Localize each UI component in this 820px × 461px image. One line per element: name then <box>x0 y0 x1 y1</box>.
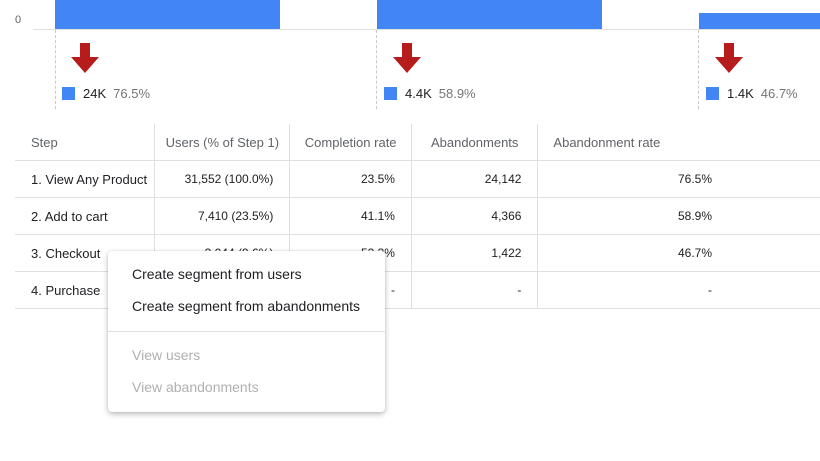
table-row[interactable]: 2. Add to cart 7,410 (23.5%) 41.1% 4,366… <box>15 197 820 235</box>
down-arrow-icon <box>71 43 99 73</box>
cell-step[interactable]: 2. Add to cart <box>15 197 155 235</box>
step-divider <box>376 30 377 109</box>
down-arrow-icon <box>393 43 421 73</box>
step-divider <box>698 30 699 109</box>
abandonment-percent: 46.7% <box>760 85 798 101</box>
abandonment-percent: 58.9% <box>438 85 476 101</box>
table-row[interactable]: 1. View Any Product 31,552 (100.0%) 23.5… <box>15 160 820 198</box>
legend-swatch <box>384 86 397 100</box>
abandonment-label-step-1[interactable]: 24K 76.5% <box>62 85 151 101</box>
header-step[interactable]: Step <box>15 124 155 161</box>
abandonment-label-step-2[interactable]: 4.4K 58.9% <box>384 85 476 101</box>
cell-abandonment-rate: - <box>537 271 820 309</box>
header-completion-rate[interactable]: Completion rate <box>289 124 412 161</box>
cell-abandonments[interactable]: 24,142 <box>410 160 538 198</box>
cell-abandonment-rate: 76.5% <box>537 160 820 198</box>
header-abandonments[interactable]: Abandonments <box>410 124 538 161</box>
abandonment-label-step-3[interactable]: 1.4K 46.7% <box>706 85 798 101</box>
abandonment-count: 1.4K <box>727 85 754 101</box>
cell-users[interactable]: 7,410 (23.5%) <box>154 197 290 235</box>
abandonment-percent: 76.5% <box>113 85 151 101</box>
cell-abandonments[interactable]: 1,422 <box>410 234 538 272</box>
cell-completion-rate: 41.1% <box>289 197 412 235</box>
bar-step-2[interactable] <box>377 0 602 29</box>
bar-step-3[interactable] <box>699 13 820 29</box>
table-header-row: Step Users (% of Step 1) Completion rate… <box>15 124 820 161</box>
menu-divider <box>108 331 385 332</box>
cell-abandonments: - <box>410 271 538 309</box>
header-users[interactable]: Users (% of Step 1) <box>154 124 290 161</box>
cell-users[interactable]: 31,552 (100.0%) <box>154 160 290 198</box>
abandonment-count: 4.4K <box>405 85 432 101</box>
cell-abandonment-rate: 58.9% <box>537 197 820 235</box>
y-axis-zero-label: 0 <box>15 14 22 26</box>
cell-completion-rate: 23.5% <box>289 160 412 198</box>
context-menu: Create segment from users Create segment… <box>108 251 385 412</box>
view-users-item: View users <box>132 347 201 363</box>
header-abandonment-rate[interactable]: Abandonment rate <box>537 124 820 161</box>
cell-abandonments[interactable]: 4,366 <box>410 197 538 235</box>
down-arrow-icon <box>715 43 743 73</box>
step-divider <box>55 30 56 109</box>
legend-swatch <box>706 86 719 100</box>
bar-step-1[interactable] <box>55 0 280 29</box>
create-segment-from-abandonments-item[interactable]: Create segment from abandonments <box>132 298 361 314</box>
chart-baseline <box>33 29 820 30</box>
abandonment-count: 24K <box>83 85 107 101</box>
view-abandonments-item: View abandonments <box>132 379 259 395</box>
cell-abandonment-rate: 46.7% <box>537 234 820 272</box>
create-segment-from-users-item[interactable]: Create segment from users <box>132 266 302 282</box>
cell-step[interactable]: 1. View Any Product <box>15 160 155 198</box>
legend-swatch <box>62 86 75 100</box>
